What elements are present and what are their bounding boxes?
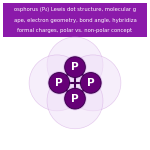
Circle shape <box>65 57 85 77</box>
Circle shape <box>63 87 87 110</box>
Circle shape <box>65 55 121 111</box>
Circle shape <box>49 73 70 93</box>
Circle shape <box>80 73 101 93</box>
Circle shape <box>47 37 103 93</box>
Text: P: P <box>71 62 79 72</box>
Text: P: P <box>71 94 79 104</box>
Circle shape <box>63 56 87 79</box>
Circle shape <box>79 71 102 94</box>
Circle shape <box>48 71 71 94</box>
Circle shape <box>47 73 103 129</box>
Circle shape <box>29 55 85 111</box>
Circle shape <box>65 88 85 109</box>
FancyBboxPatch shape <box>3 3 147 37</box>
Text: osphorus (P₄) Lewis dot structure, molecular g: osphorus (P₄) Lewis dot structure, molec… <box>14 7 136 12</box>
Text: ape, electron geometry, bond angle, hybridiza: ape, electron geometry, bond angle, hybr… <box>14 18 136 23</box>
Text: P: P <box>55 78 63 88</box>
Text: formal charges, polar vs. non-polar concept: formal charges, polar vs. non-polar conc… <box>17 28 133 33</box>
Text: P: P <box>87 78 95 88</box>
